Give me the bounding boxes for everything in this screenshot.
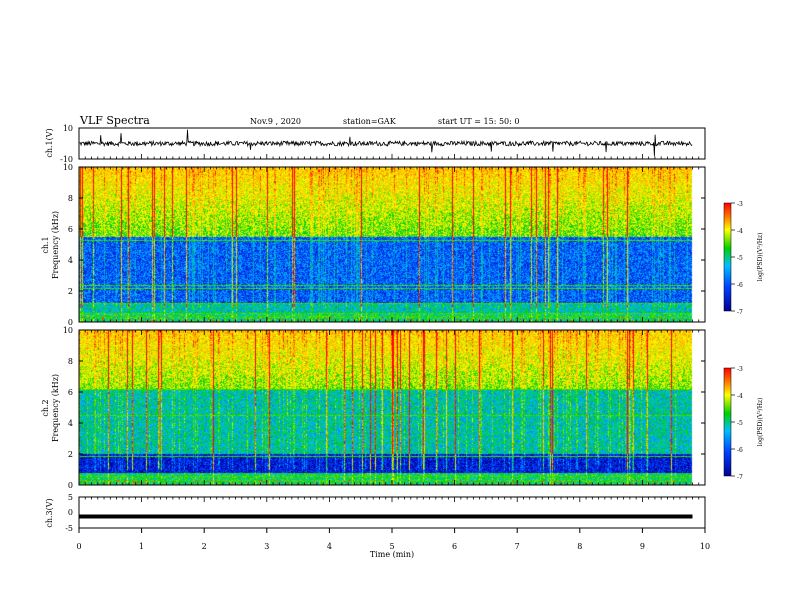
time-tick-label: 9 xyxy=(640,542,645,551)
ch1-colorbar: -3 -4 -5 -6 -7 log(PSD)(V²/Hz) xyxy=(723,201,764,316)
colorbar-tick-label: -3 xyxy=(737,201,743,208)
ch1-waveform-panel: 10 -10 ch.1(V) xyxy=(45,124,706,164)
freq-tick-label: 8 xyxy=(68,194,73,203)
time-tick-label: 5 xyxy=(389,542,394,551)
ch3-tick-mid: 0 xyxy=(68,508,73,517)
ch1-wave-tick-top: 10 xyxy=(63,124,73,133)
figure-title: VLF Spectra xyxy=(79,114,150,127)
freq-tick-label: 4 xyxy=(68,256,73,265)
colorbar-tick-label: -7 xyxy=(737,474,743,481)
freq-tick-label: 4 xyxy=(68,419,73,428)
date-label: Nov.9 , 2020 xyxy=(250,117,301,126)
freq-tick-label: 2 xyxy=(68,450,73,459)
time-tick-label: 1 xyxy=(139,542,144,551)
ch2-spec-ylabel-1: ch.2 xyxy=(41,399,50,416)
ch1-colorbar-label: log(PSD)(V²/Hz) xyxy=(757,233,764,282)
time-tick-label: 0 xyxy=(76,542,81,551)
colorbar-tick-label: -3 xyxy=(737,366,743,373)
time-axis: 0 1 2 3 4 5 6 7 8 9 10 xyxy=(76,154,710,551)
time-tick-label: 7 xyxy=(515,542,520,551)
colorbar-tick-label: -4 xyxy=(737,393,743,400)
ch2-spec-ylabel-2: Frequency (kHz) xyxy=(51,374,60,442)
ch1-spectrogram-panel: 0 2 4 6 8 10 ch.1 Frequency (kHz) xyxy=(41,163,706,327)
time-tick-label: 8 xyxy=(577,542,582,551)
ch2-colorbar: -3 -4 -5 -6 -7 log(PSD)(V²/Hz) xyxy=(723,366,764,481)
ch2-spectrogram-panel: 0 2 4 6 8 10 ch.2 Frequency (kHz) xyxy=(41,326,706,490)
ch3-tick-top: 5 xyxy=(68,493,73,502)
freq-tick-label: 6 xyxy=(68,225,73,234)
ch1-waveform-line xyxy=(78,129,693,157)
ch1-spec-ylabel-1: ch.1 xyxy=(41,236,50,253)
time-tick-label: 10 xyxy=(700,542,710,551)
time-tick-label: 6 xyxy=(452,542,457,551)
freq-tick-label: 10 xyxy=(63,163,73,172)
freq-tick-label: 2 xyxy=(68,287,73,296)
colorbar-tick-label: -7 xyxy=(737,309,743,316)
colorbar-tick-label: -5 xyxy=(737,420,743,427)
ch1-spec-ylabel-2: Frequency (kHz) xyxy=(51,211,60,279)
time-axis-label: Time (min) xyxy=(370,550,414,559)
freq-tick-label: 0 xyxy=(68,481,73,490)
ch2-colorbar-ticks: -3 -4 -5 -6 -7 xyxy=(731,366,743,481)
freq-tick-label: 0 xyxy=(68,318,73,327)
station-label: station=GAK xyxy=(343,117,397,126)
start-time-label: start UT = 15: 50: 0 xyxy=(438,117,519,126)
colorbar-tick-label: -4 xyxy=(737,228,743,235)
ch3-waveform-panel: 5 0 -5 ch.3(V) xyxy=(45,493,706,533)
ch1-colorbar-ticks: -3 -4 -5 -6 -7 xyxy=(731,201,743,316)
freq-tick-label: 6 xyxy=(68,388,73,397)
colorbar-tick-label: -5 xyxy=(737,255,743,262)
ch1-spectrogram-image xyxy=(79,167,705,322)
freq-tick-label: 8 xyxy=(68,357,73,366)
ch1-freq-ticks: 0 2 4 6 8 10 xyxy=(63,163,705,327)
ch3-tick-bottom: -5 xyxy=(65,524,73,533)
colorbar-tick-label: -6 xyxy=(737,447,743,454)
colorbar-tick-label: -6 xyxy=(737,282,743,289)
freq-tick-label: 10 xyxy=(63,326,73,335)
ch2-freq-ticks: 0 2 4 6 8 10 xyxy=(63,326,705,490)
ch2-spectrogram-image xyxy=(79,330,705,485)
ch1-wave-tick-bottom: -10 xyxy=(60,155,73,164)
ch1-wave-ylabel: ch.1(V) xyxy=(45,128,54,157)
ch3-ylabel: ch.3(V) xyxy=(45,498,54,527)
time-tick-label: 4 xyxy=(327,542,332,551)
ch2-colorbar-label: log(PSD)(V²/Hz) xyxy=(757,398,764,447)
time-tick-label: 3 xyxy=(264,542,269,551)
time-tick-label: 2 xyxy=(202,542,207,551)
